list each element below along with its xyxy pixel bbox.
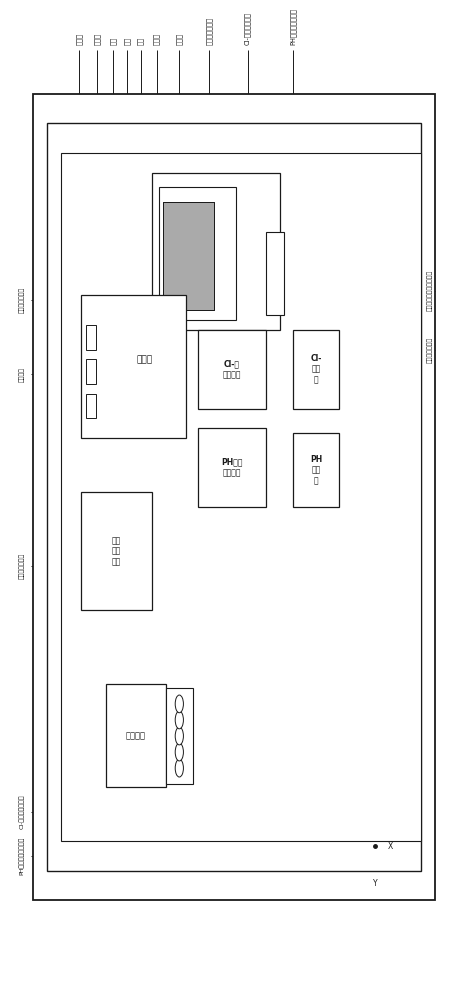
Circle shape <box>175 695 184 713</box>
Text: 冷水机: 冷水机 <box>136 355 152 364</box>
Bar <box>61 153 421 841</box>
Bar <box>47 123 421 871</box>
Bar <box>86 325 96 350</box>
Text: 冷水机控制电路: 冷水机控制电路 <box>19 287 25 313</box>
Bar <box>293 433 339 507</box>
Text: Cl-源
调节系统: Cl-源 调节系统 <box>223 360 241 379</box>
Text: X: X <box>388 842 393 851</box>
Text: Cl-
传感
器: Cl- 传感 器 <box>310 354 322 384</box>
Text: 高精度定位装置控制电路: 高精度定位装置控制电路 <box>427 270 433 311</box>
Bar <box>197 428 266 507</box>
Circle shape <box>175 711 184 729</box>
Text: 试样: 试样 <box>137 37 144 45</box>
Text: Cl-缓冲溶液管道: Cl-缓冲溶液管道 <box>245 12 251 45</box>
Text: 振幅计控制电路: 振幅计控制电路 <box>19 553 25 579</box>
Bar <box>34 94 435 900</box>
Text: 振幅杆: 振幅杆 <box>94 33 101 45</box>
Text: PH値缓冲溶液管道: PH値缓冲溶液管道 <box>290 8 297 45</box>
Bar <box>266 232 284 315</box>
Text: 沙子: 沙子 <box>123 37 130 45</box>
Text: Y: Y <box>373 879 378 888</box>
Bar <box>106 684 166 787</box>
Circle shape <box>175 743 184 761</box>
Text: PH
传感
器: PH 传感 器 <box>310 455 322 485</box>
Bar <box>81 295 186 438</box>
Text: 测温装置: 测温装置 <box>19 367 25 382</box>
Bar <box>159 187 236 320</box>
Bar <box>163 202 213 310</box>
Text: 超声
振动
系统: 超声 振动 系统 <box>112 536 121 566</box>
Bar <box>163 202 213 310</box>
Text: 换能: 换能 <box>110 37 117 45</box>
Bar <box>152 173 280 330</box>
Circle shape <box>175 727 184 745</box>
Text: 主控系统: 主控系统 <box>126 731 146 740</box>
Bar <box>197 330 266 409</box>
Text: 高精度定位装置: 高精度定位装置 <box>206 17 212 45</box>
Circle shape <box>175 759 184 777</box>
Text: 搞拌器: 搞拌器 <box>176 33 183 45</box>
Bar <box>86 394 96 418</box>
Text: Cl-检测仪控制电路: Cl-检测仪控制电路 <box>19 794 25 829</box>
Bar <box>86 359 96 384</box>
Bar <box>166 688 193 784</box>
Text: PH値源
调节系统: PH値源 调节系统 <box>221 458 242 477</box>
Bar <box>81 492 152 610</box>
Text: 样品台: 样品台 <box>153 33 160 45</box>
Text: PH値检测仪控制电路: PH値检测仪控制电路 <box>19 837 25 875</box>
Text: 隔音罩: 隔音罩 <box>76 33 82 45</box>
Bar <box>293 330 339 409</box>
Text: 搞拌器控制电路: 搞拌器控制电路 <box>427 336 433 363</box>
